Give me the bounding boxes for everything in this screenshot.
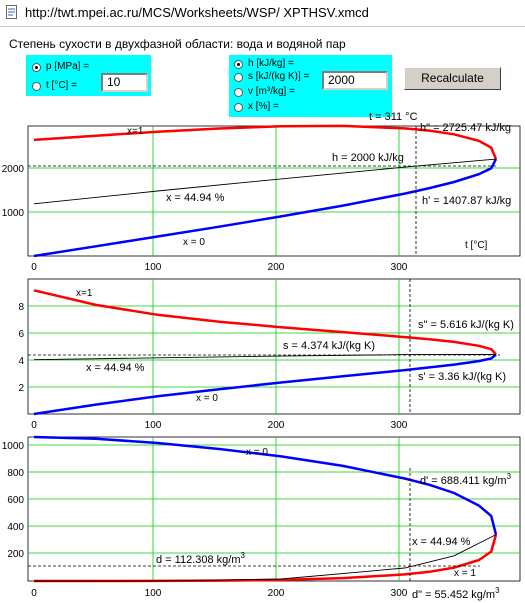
radio-volume[interactable] [234,88,243,97]
enthalpy-plot-frame [27,125,521,257]
radio-entropy[interactable] [234,73,243,82]
enthalpy-liquid-line [33,158,498,258]
density-dliq-text: d' = 688.411 kg/m [420,475,507,487]
density-xtick-200: 200 [268,588,285,599]
density-x-label: x = 44.94 % [412,536,471,548]
label-entropy: s [kJ/(kg K)] = [248,71,310,82]
entropy-svap-label: s" = 5.616 kJ/(kg K) [418,319,514,331]
density-dliq-label: d' = 688.411 kg/m3 [420,472,512,487]
density-dvap-text: d" = 55.452 kg/m [412,589,495,601]
label-volume: v [m³/kg] = [248,86,295,97]
entropy-plot-frame [27,278,521,415]
given-value-input[interactable]: 10 [101,73,148,92]
entropy-vapor-line [33,289,497,356]
entropy-quality-line [33,354,497,361]
enthalpy-ytick-1000: 1000 [2,208,25,219]
entropy-xtick-0: 0 [31,420,37,431]
page-title: Степень сухости в двухфазной области: во… [9,37,346,51]
entropy-plot: x=1 s" = 5.616 kJ/(kg K) s = 4.374 kJ/(k… [18,278,521,431]
density-ytick-800: 800 [7,468,24,479]
density-liquid-line [33,435,498,535]
density-ytick-200: 200 [7,549,24,560]
entropy-sliq-label: s' = 3.36 kJ/(kg K) [418,371,506,383]
density-ytick-1000: 1000 [2,441,25,452]
entropy-x1-label: x=1 [76,288,93,299]
enthalpy-hliq-label: h' = 1407.87 kJ/kg [422,195,511,207]
enthalpy-hvap-label: h" = 2725.47 kJ/kg [420,122,511,134]
label-pressure: p [MPa] = [46,61,90,72]
enthalpy-xtick-200: 200 [268,262,285,273]
entropy-ytick-4: 4 [18,356,24,367]
entropy-ytick-8: 8 [18,302,24,313]
density-xtick-300: 300 [391,588,408,599]
entropy-ytick-6: 6 [18,329,24,340]
enthalpy-xtick-100: 100 [145,262,162,273]
density-dliq-sup: 3 [507,472,512,481]
density-plot: x = 0 d' = 688.411 kg/m3 x = 44.94 % d =… [2,435,521,601]
enthalpy-vapor-line [33,124,498,160]
enthalpy-ytick-2000: 2000 [2,164,25,175]
density-d-label: d = 112.308 kg/m3 [156,551,246,566]
entropy-xtick-200: 200 [268,420,285,431]
density-d-text: d = 112.308 kg/m [156,554,241,566]
radio-dryness[interactable] [234,103,243,112]
entropy-s-label: s = 4.374 kJ/(kg K) [283,340,375,352]
enthalpy-h-label: h = 2000 kJ/kg [332,152,404,164]
recalculate-button[interactable]: Recalculate [404,67,501,90]
enthalpy-xaxis-label: t [°C] [465,240,488,251]
density-dvap-sup: 3 [495,586,500,595]
density-xtick-0: 0 [31,588,37,599]
density-plot-frame [27,436,521,582]
enthalpy-x0-label: x = 0 [183,237,205,248]
density-ytick-400: 400 [7,522,24,533]
density-x0-label: x = 0 [246,447,268,458]
density-d-sup: 3 [241,551,246,560]
enthalpy-xtick-0: 0 [31,262,37,273]
entropy-xtick-300: 300 [391,420,408,431]
radio-pressure[interactable] [32,63,41,72]
entropy-x0-label: x = 0 [196,393,218,404]
label-dryness: x [%] = [248,101,279,112]
entropy-x-label: x = 44.94 % [86,362,145,374]
density-x1-label: x = 1 [454,568,476,579]
enthalpy-x1-label: x=1 [127,126,144,137]
enthalpy-xtick-300: 300 [391,262,408,273]
page-icon [6,5,17,19]
label-enthalpy: h [kJ/kg] = [248,58,294,69]
url-text[interactable]: http://twt.mpei.ac.ru/MCS/Worksheets/WSP… [25,5,369,20]
enthalpy-quality-line [33,158,497,205]
density-dvap-label: d" = 55.452 kg/m3 [412,586,500,601]
density-xtick-100: 100 [145,588,162,599]
entropy-xtick-100: 100 [145,420,162,431]
density-quality-line [33,534,497,582]
radio-enthalpy[interactable] [234,60,243,69]
label-temperature: t [°C] = [46,80,77,91]
density-ytick-600: 600 [7,495,24,506]
property-value-input[interactable]: 2000 [322,71,388,90]
radio-temperature[interactable] [32,82,41,91]
enthalpy-x-label: x = 44.94 % [166,192,225,204]
entropy-liquid-line [33,353,497,416]
enthalpy-plot: t = 311 °C x=1 h" = 2725.47 kJ/kg h = 20… [2,111,521,273]
density-vapor-line [34,534,498,583]
address-bar[interactable]: http://twt.mpei.ac.ru/MCS/Worksheets/WSP… [0,0,525,27]
entropy-ytick-2: 2 [18,383,24,394]
